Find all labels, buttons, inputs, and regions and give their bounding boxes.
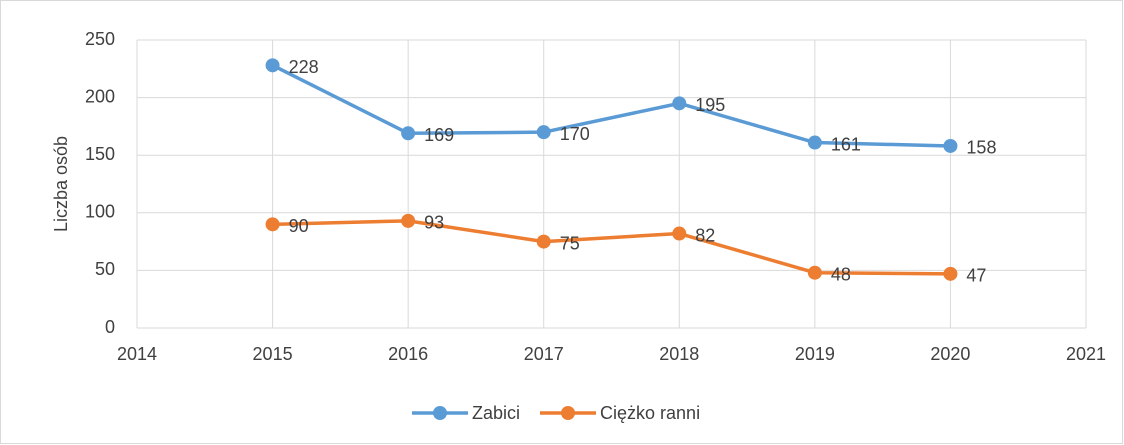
data-point [265, 217, 280, 232]
series-line [271, 63, 951, 148]
data-point [672, 226, 687, 241]
legend-label: Ciężko ranni [600, 403, 700, 423]
data-label: 161 [831, 134, 861, 154]
series-line [272, 219, 951, 276]
x-tick-label: 2021 [1066, 344, 1106, 364]
data-point [672, 96, 687, 111]
legend-label: Zabici [472, 403, 520, 423]
legend-marker [561, 406, 576, 420]
data-label: 228 [289, 57, 319, 77]
data-point [536, 125, 551, 140]
data-label: 93 [424, 213, 444, 233]
data-point [401, 213, 416, 228]
data-point [401, 126, 416, 141]
data-label: 90 [289, 216, 309, 236]
data-label: 48 [831, 264, 851, 284]
legend-marker [433, 406, 447, 420]
x-tick-label: 2020 [930, 344, 970, 364]
data-label: 82 [695, 225, 715, 245]
data-point [536, 234, 551, 249]
data-label: 170 [560, 124, 590, 144]
y-tick-label: 0 [105, 317, 115, 337]
x-tick-label: 2016 [388, 344, 428, 364]
data-label: 75 [560, 233, 580, 253]
data-label: 47 [966, 266, 986, 286]
data-label: 195 [695, 95, 725, 115]
data-point [807, 265, 822, 280]
data-point [265, 58, 280, 73]
y-tick-label: 200 [85, 86, 115, 106]
y-tick-label: 100 [85, 202, 115, 222]
data-label: 169 [424, 125, 454, 145]
x-tick-label: 2017 [524, 344, 564, 364]
data-label: 158 [966, 138, 996, 158]
y-tick-label: 150 [85, 144, 115, 164]
data-point [943, 138, 958, 153]
x-tick-label: 2018 [659, 344, 699, 364]
data-point [807, 135, 822, 150]
x-tick-label: 2014 [117, 344, 157, 364]
data-point [943, 266, 958, 281]
y-tick-label: 250 [85, 29, 115, 49]
x-tick-label: 2015 [253, 344, 293, 364]
y-tick-label: 50 [95, 259, 115, 279]
x-tick-label: 2019 [795, 344, 835, 364]
y-axis-label: Liczba osób [51, 136, 71, 232]
